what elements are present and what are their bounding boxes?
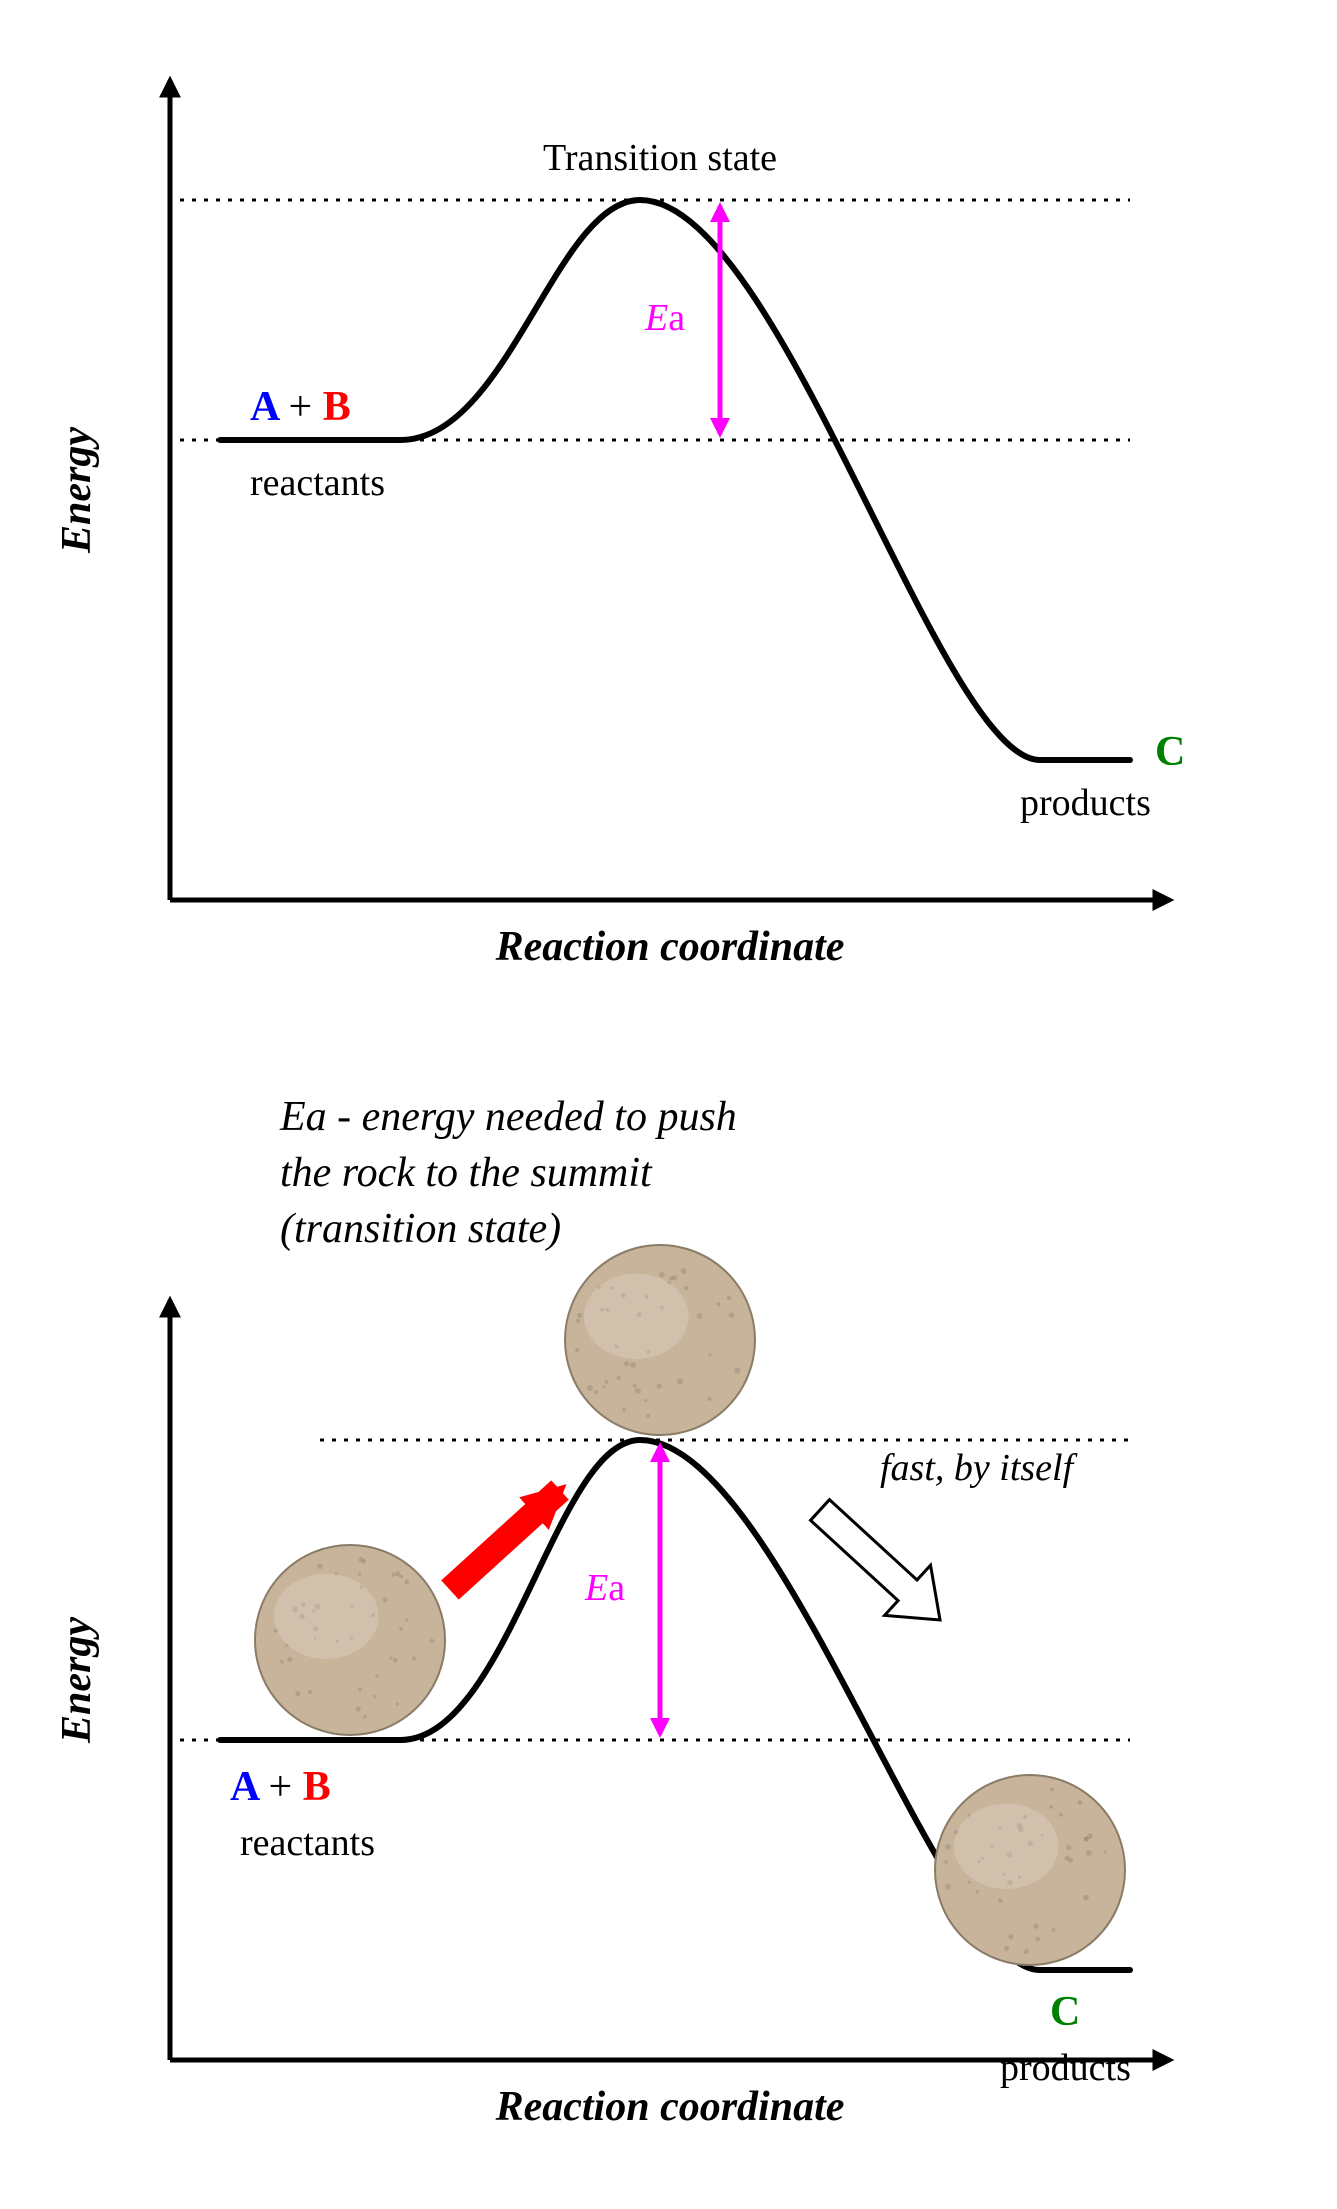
ea-label: Ea: [584, 1567, 625, 1609]
caption-line-2: the rock to the summit: [280, 1150, 653, 1196]
rock-icon: [565, 1245, 755, 1435]
energy-diagram-panel-1: Energy Reaction coordinate Ea Transition st…: [20, 20, 1317, 1000]
energy-diagram-svg-1: Energy Reaction coordinate Ea Transition st…: [20, 20, 1220, 1000]
caption-line-3: (transition state): [280, 1206, 561, 1252]
transition-state-label: Transition state: [543, 137, 777, 179]
y-axis-label: Energy: [54, 1617, 100, 1744]
products-label: products: [1000, 2047, 1131, 2089]
reactants-label: reactants: [240, 1822, 375, 1864]
x-axis-label: Reaction coordinate: [495, 2084, 845, 2130]
push-arrow-icon: [450, 1490, 560, 1590]
reactants-formula: A + B: [230, 1764, 331, 1810]
reactants-label: reactants: [250, 462, 385, 504]
rock-icon: [935, 1775, 1125, 1965]
rock-icon: [255, 1545, 445, 1735]
product-C-label: C: [1155, 729, 1185, 775]
energy-diagram-svg-2: Ea - energy needed to push the rock to th…: [20, 1040, 1220, 2140]
fast-arrow-icon: [811, 1500, 940, 1620]
caption-line-1: Ea - energy needed to push: [279, 1094, 737, 1140]
product-C-label: C: [1050, 1989, 1080, 2035]
x-axis-label: Reaction coordinate: [495, 924, 845, 970]
y-axis-label: Energy: [54, 427, 100, 554]
products-label: products: [1020, 782, 1151, 824]
reactants-formula: A + B: [250, 384, 351, 430]
ea-label: Ea: [644, 297, 685, 339]
energy-diagram-panel-2: Ea - energy needed to push the rock to th…: [20, 1040, 1317, 2140]
fast-label: fast, by itself: [880, 1447, 1078, 1489]
